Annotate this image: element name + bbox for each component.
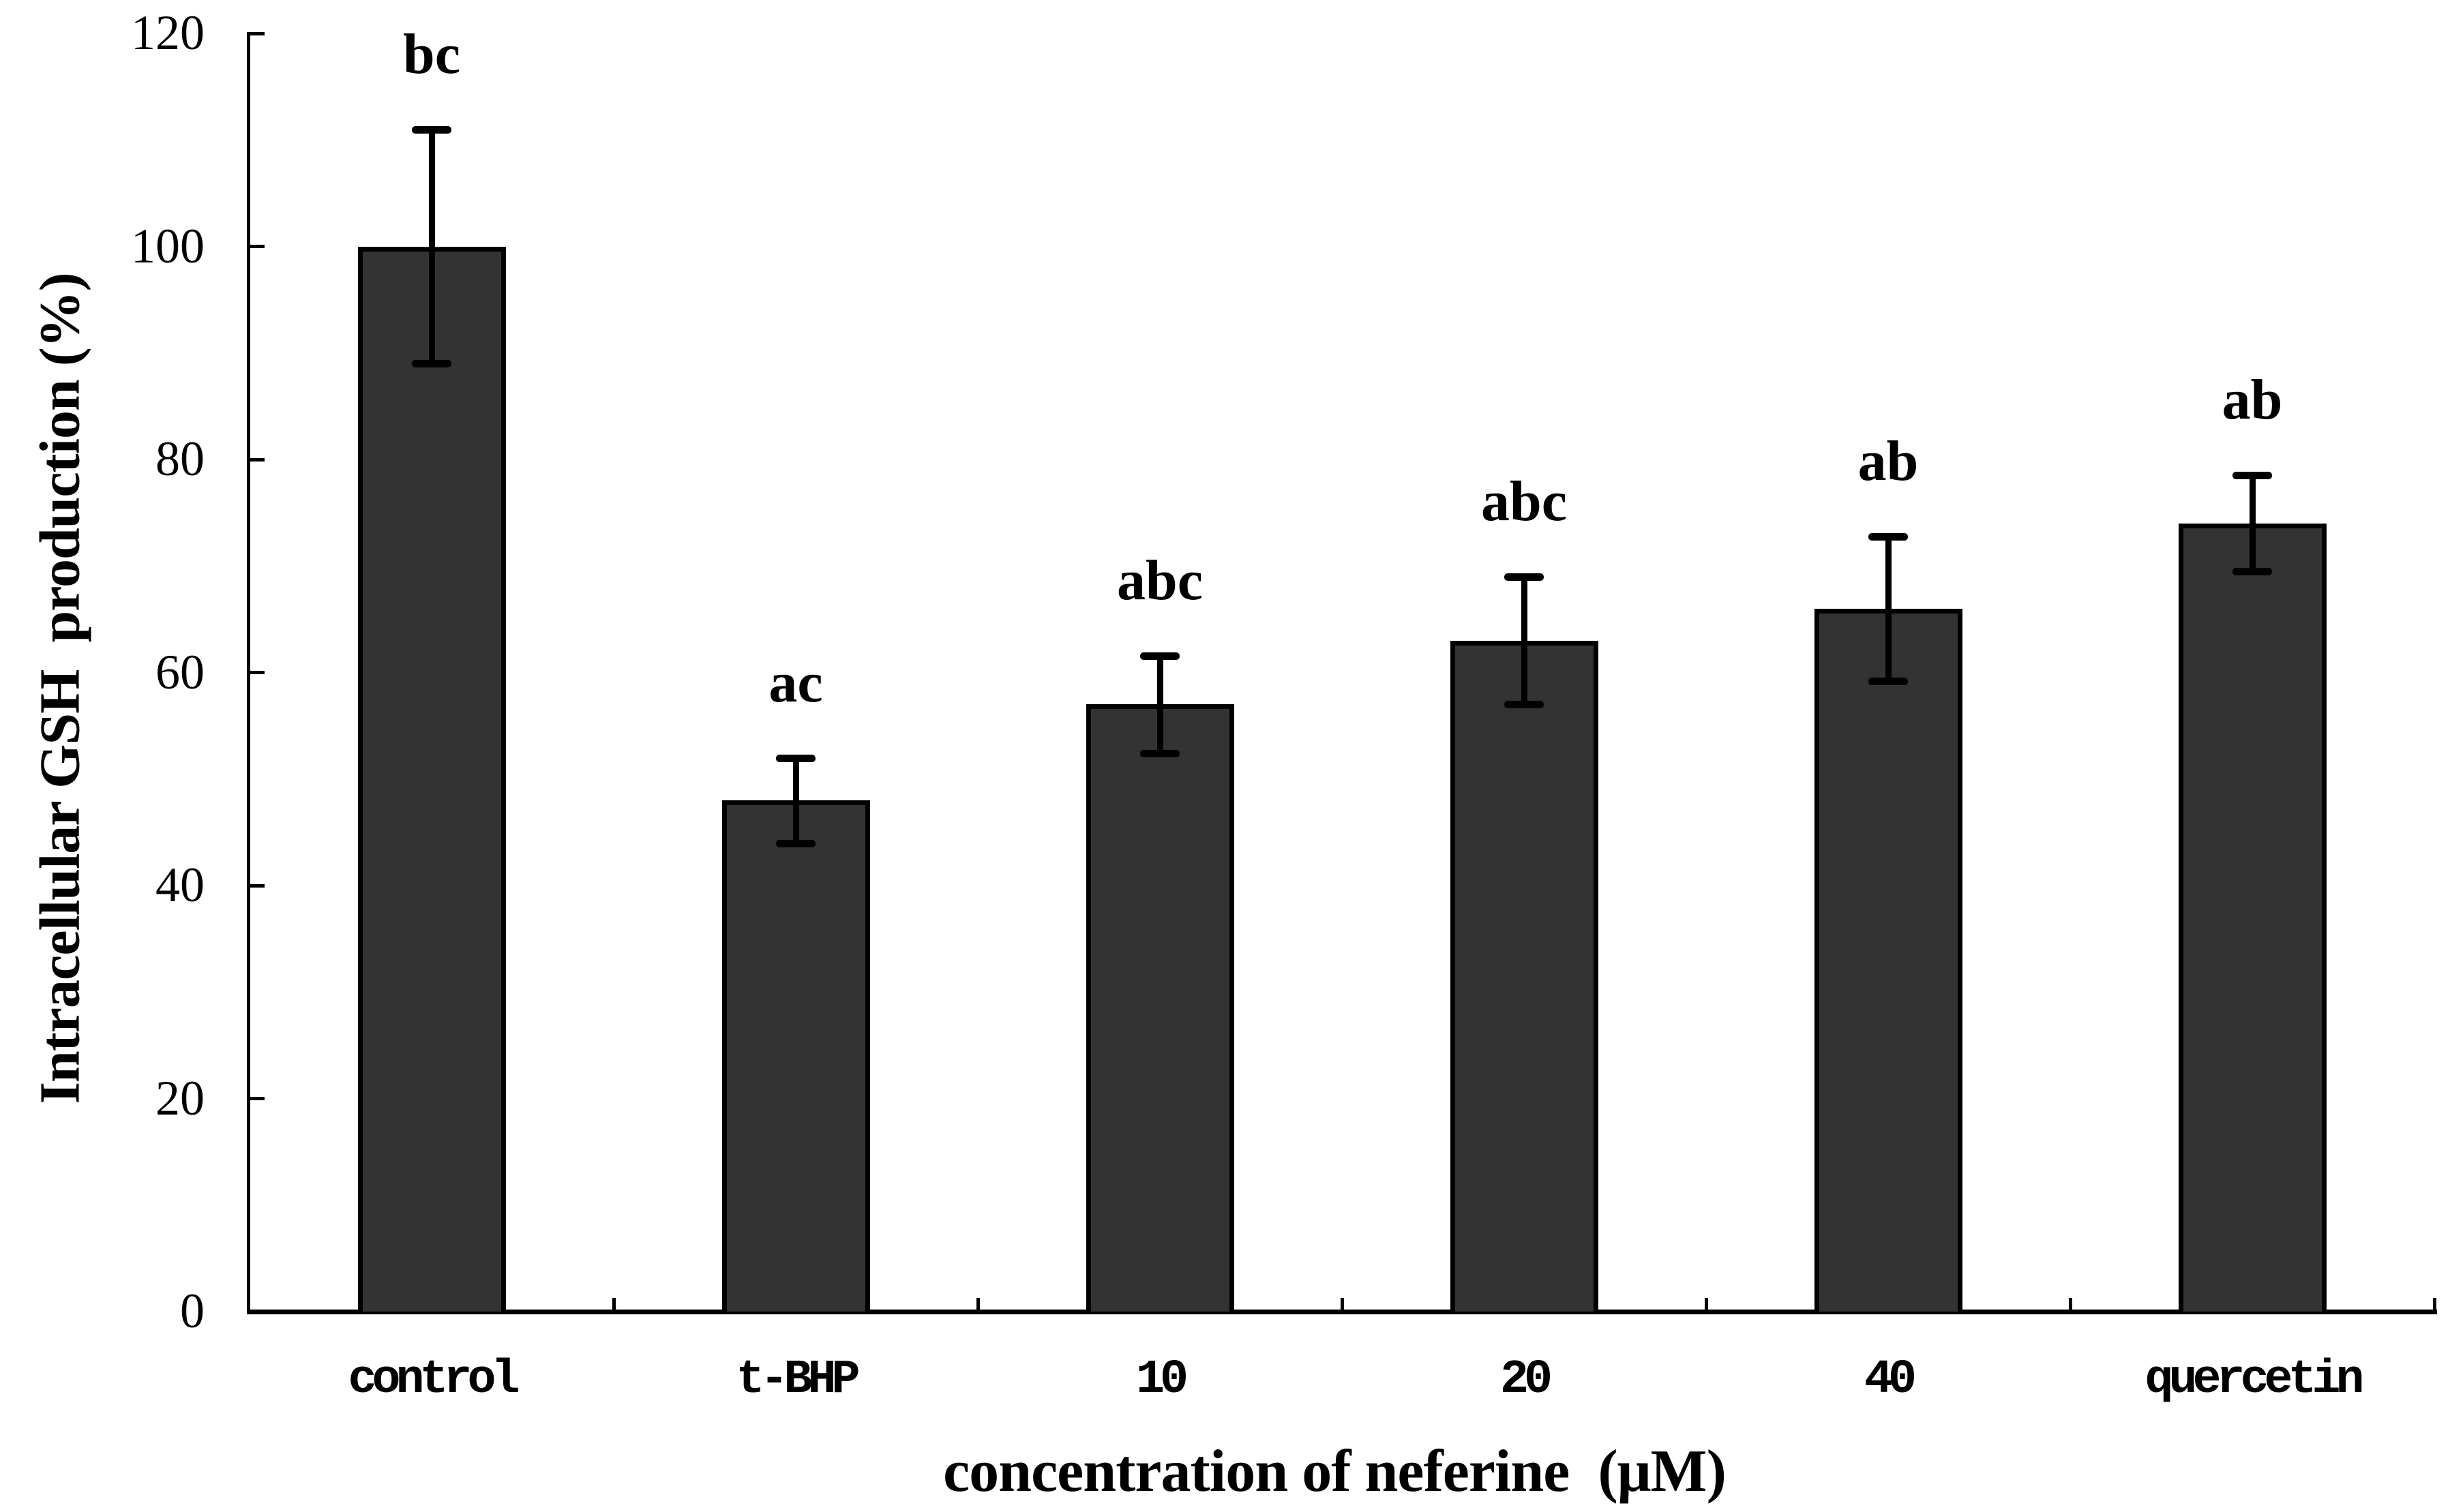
y-tick-label: 100: [131, 218, 205, 273]
error-bar-cap-top: [2232, 472, 2272, 480]
y-tick-mark: [250, 671, 265, 674]
error-bar-cap-top: [1140, 652, 1180, 660]
y-axis-line: [247, 32, 250, 1314]
bar: [721, 800, 870, 1312]
y-tick-mark: [250, 1097, 265, 1100]
error-bar-line: [2249, 475, 2256, 572]
error-bar-line: [1156, 655, 1163, 754]
y-tick-label: 80: [155, 432, 205, 486]
y-tick-mark: [250, 245, 265, 248]
significance-label: abc: [1481, 469, 1567, 533]
x-tick-label: quercetin: [2145, 1353, 2364, 1407]
x-tick-label: control: [348, 1353, 520, 1407]
error-bar-cap-bottom: [776, 839, 816, 847]
bar: [1450, 640, 1598, 1312]
x-tick-mark: [612, 1298, 616, 1310]
y-axis-title: Intracellular GSH production (%): [28, 273, 92, 1104]
bar: [1814, 608, 1962, 1312]
y-tick-mark: [250, 883, 265, 888]
bar: [357, 246, 506, 1312]
error-bar-cap-top: [1868, 532, 1908, 541]
x-tick-label: 20: [1499, 1353, 1553, 1407]
error-bar-line: [1885, 536, 1892, 681]
bar: [1086, 704, 1234, 1312]
y-tick-label: 40: [155, 858, 205, 912]
significance-label: ab: [1857, 429, 1919, 493]
y-tick-label: 0: [180, 1284, 205, 1338]
y-tick-label: 60: [155, 644, 205, 699]
significance-label: bc: [403, 22, 460, 86]
y-tick-mark: [250, 457, 265, 462]
x-tick-mark: [976, 1298, 980, 1310]
x-tick-mark: [2068, 1298, 2072, 1310]
error-bar-cap-top: [1504, 573, 1544, 581]
error-bar-cap-bottom: [1868, 678, 1908, 685]
x-tick-label: t-BHP: [736, 1353, 860, 1407]
x-tick-label: 40: [1864, 1353, 1917, 1407]
significance-label: abc: [1117, 548, 1203, 612]
error-bar-cap-top: [412, 125, 451, 134]
y-tick-mark: [250, 31, 265, 35]
error-bar-cap-bottom: [1504, 701, 1544, 709]
x-axis-line: [247, 1310, 2437, 1314]
error-bar-line: [428, 129, 435, 364]
error-bar-line: [1521, 576, 1527, 705]
error-bar-cap-bottom: [1140, 750, 1180, 758]
y-tick-label: 120: [131, 5, 205, 60]
x-tick-mark: [1704, 1298, 1708, 1310]
x-tick-mark: [1340, 1298, 1344, 1310]
y-tick-mark: [250, 1310, 265, 1314]
significance-label: ac: [768, 650, 823, 714]
x-tick-mark: [2432, 1298, 2436, 1310]
error-bar-cap-top: [776, 754, 816, 762]
x-tick-label: 10: [1135, 1353, 1189, 1407]
bar: [2178, 523, 2327, 1312]
x-axis-title: concentration of neferine (μM): [943, 1438, 1727, 1505]
y-tick-label: 20: [155, 1070, 205, 1125]
error-bar-cap-bottom: [2232, 568, 2272, 576]
error-bar-line: [792, 757, 799, 843]
significance-label: ab: [2222, 368, 2283, 432]
error-bar-cap-bottom: [412, 360, 451, 368]
